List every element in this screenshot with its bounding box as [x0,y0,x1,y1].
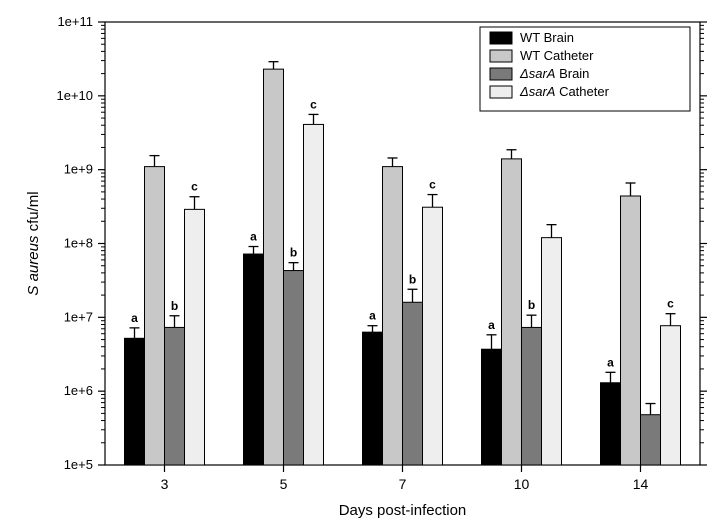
bar [482,349,502,465]
bar [264,69,284,465]
y-tick-label: 1e+5 [64,457,93,472]
x-tick-label: 5 [280,476,288,492]
bar [244,254,264,465]
legend-swatch [490,50,512,62]
bar [522,327,542,465]
legend-swatch [490,86,512,98]
legend-label: WT Catheter [520,48,594,63]
bar-annotation: b [290,246,297,260]
bar-annotation: a [250,230,257,244]
bar-annotation: a [131,311,138,325]
bar [125,338,145,465]
bar [145,167,165,465]
x-axis-title: Days post-infection [339,502,467,519]
bar [621,196,641,465]
x-tick-label: 10 [514,476,530,492]
bar [641,415,661,465]
legend-swatch [490,32,512,44]
y-tick-label: 1e+9 [64,162,93,177]
bar [423,207,443,465]
bar [363,332,383,465]
legend-label: ΔsarA Catheter [519,84,610,99]
bar [502,159,522,465]
x-tick-label: 3 [161,476,169,492]
y-axis-title: S aureus cfu/ml [25,191,42,295]
bar-annotation: b [171,299,178,313]
bar [304,124,324,465]
y-tick-label: 1e+6 [64,383,93,398]
bar [542,238,562,465]
bar-annotation: a [369,309,376,323]
bar [403,302,423,465]
bar-annotation: a [488,318,495,332]
x-tick-label: 14 [633,476,649,492]
y-tick-label: 1e+11 [57,14,93,29]
legend-swatch [490,68,512,80]
y-tick-label: 1e+7 [64,309,93,324]
y-tick-label: 1e+10 [56,88,93,103]
bar [383,167,403,465]
y-tick-label: 1e+8 [64,236,93,251]
bar [661,326,681,465]
bar [185,209,205,465]
legend-label: WT Brain [520,30,574,45]
bar-annotation: c [429,178,436,192]
chart-svg: 1e+5 1e+6 1e+7 1e+8 1e+9 1e+10 1e+11 S aureus c… [0,0,726,527]
bar-annotation: b [528,298,535,312]
bar-annotation: c [191,180,198,194]
bar [284,271,304,465]
cfu-grouped-bar-chart: 1e+5 1e+6 1e+7 1e+8 1e+9 1e+10 1e+11 S aureus c… [0,0,726,527]
bar-annotation: c [310,97,317,111]
bar [601,383,621,465]
bar-annotation: a [607,355,614,369]
bar-annotation: b [409,272,416,286]
bar [165,327,185,465]
x-tick-label: 7 [399,476,407,492]
bar-annotation: c [667,297,674,311]
legend-label: ΔsarA Brain [519,66,589,81]
